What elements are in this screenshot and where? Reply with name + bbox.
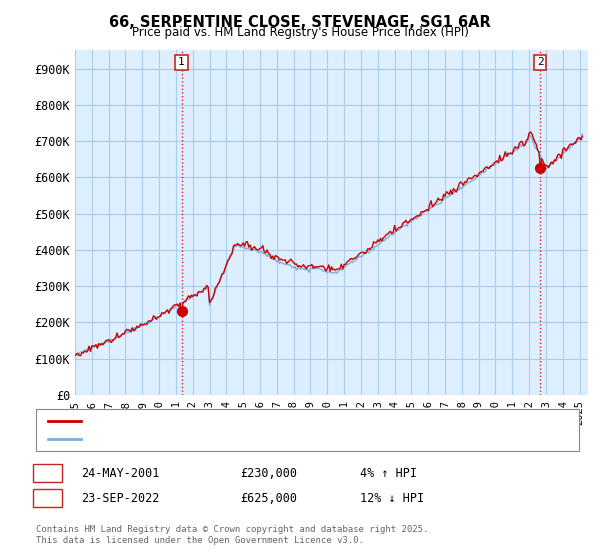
Text: 2: 2 — [44, 492, 51, 505]
Text: 2: 2 — [537, 58, 544, 67]
Text: 1: 1 — [44, 466, 51, 480]
Text: £230,000: £230,000 — [240, 466, 297, 480]
Text: 23-SEP-2022: 23-SEP-2022 — [81, 492, 160, 505]
Text: HPI: Average price, detached house, North Hertfordshire: HPI: Average price, detached house, Nort… — [88, 434, 432, 444]
Text: £625,000: £625,000 — [240, 492, 297, 505]
Text: 66, SERPENTINE CLOSE, STEVENAGE, SG1 6AR: 66, SERPENTINE CLOSE, STEVENAGE, SG1 6AR — [109, 15, 491, 30]
Text: 66, SERPENTINE CLOSE, STEVENAGE, SG1 6AR (detached house): 66, SERPENTINE CLOSE, STEVENAGE, SG1 6AR… — [88, 416, 445, 426]
Text: 12% ↓ HPI: 12% ↓ HPI — [360, 492, 424, 505]
Text: 1: 1 — [178, 58, 185, 67]
Text: Price paid vs. HM Land Registry's House Price Index (HPI): Price paid vs. HM Land Registry's House … — [131, 26, 469, 39]
Text: 4% ↑ HPI: 4% ↑ HPI — [360, 466, 417, 480]
Text: 24-MAY-2001: 24-MAY-2001 — [81, 466, 160, 480]
Text: Contains HM Land Registry data © Crown copyright and database right 2025.
This d: Contains HM Land Registry data © Crown c… — [36, 525, 428, 545]
